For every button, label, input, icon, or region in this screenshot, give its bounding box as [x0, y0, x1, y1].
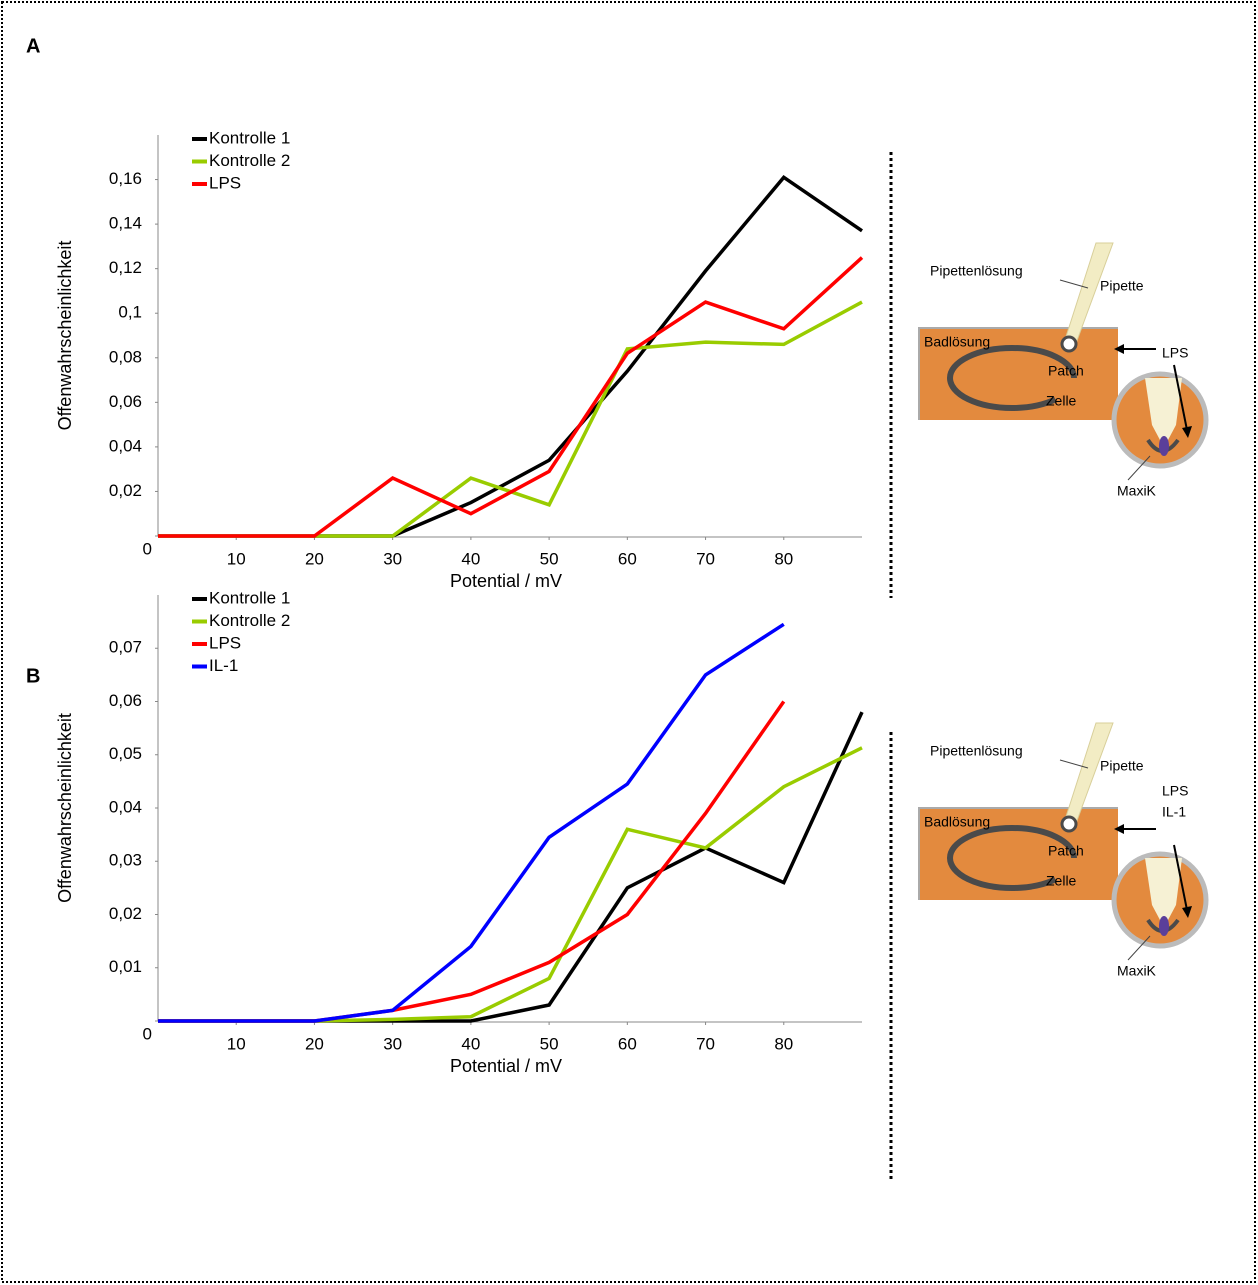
diagram-label: Badlösung — [924, 334, 990, 350]
stimulus-label: LPS — [1162, 345, 1188, 361]
series-line — [158, 300, 863, 538]
x-axis-title: Potential / mV — [450, 1056, 562, 1076]
y-tick-label: 0,06 — [109, 392, 142, 411]
diagram-label: Patch — [1048, 363, 1084, 379]
diagram-label: MaxiK — [1117, 963, 1157, 979]
diagram-label: Pipette — [1100, 758, 1144, 774]
x-tick-label: 70 — [696, 1034, 715, 1053]
leader — [1127, 455, 1151, 481]
x-tick-label: 60 — [618, 549, 637, 568]
x-tick-label: 30 — [383, 1034, 402, 1053]
cell — [947, 825, 1077, 891]
series-line — [158, 174, 863, 538]
series-line — [158, 622, 785, 1023]
arrow — [1173, 844, 1188, 911]
diagram-label: Pipettenlösung — [930, 743, 1023, 759]
y-tick-label: 0,05 — [109, 744, 142, 763]
y-tick-label: 0 — [143, 539, 152, 558]
leader — [1127, 935, 1151, 961]
legend-label: LPS — [209, 633, 241, 652]
stimulus-label: LPS — [1162, 783, 1188, 799]
diagram-label: Zelle — [1046, 393, 1077, 409]
leader — [1059, 759, 1089, 769]
panel-label: A — [26, 35, 40, 57]
y-tick-label: 0,04 — [109, 436, 142, 455]
y-tick-label: 0,01 — [109, 957, 142, 976]
x-tick-label: 50 — [540, 549, 559, 568]
legend-label: Kontrolle 1 — [209, 128, 290, 147]
legend-label: Kontrolle 2 — [209, 611, 290, 630]
x-tick-label: 40 — [461, 549, 480, 568]
arrow-head — [1182, 906, 1192, 918]
channel — [1159, 436, 1169, 456]
x-tick-label: 20 — [305, 549, 324, 568]
arrow-head — [1114, 824, 1124, 834]
y-tick-label: 0,12 — [109, 258, 142, 277]
x-axis-title: Potential / mV — [450, 571, 562, 591]
y-tick-label: 0,1 — [118, 303, 142, 322]
zoom-pipette — [1145, 378, 1182, 440]
y-tick-label: 0,03 — [109, 851, 142, 870]
diagram-label: MaxiK — [1117, 483, 1157, 499]
bath-wall — [918, 327, 1118, 420]
legend-label: IL-1 — [209, 656, 238, 675]
x-tick-label: 80 — [774, 1034, 793, 1053]
y-tick-label: 0,04 — [109, 797, 142, 816]
series-line — [158, 711, 864, 1023]
channel — [1159, 916, 1169, 936]
leader — [1059, 279, 1089, 289]
y-tick-label: 0,14 — [109, 214, 142, 233]
arrow — [1173, 364, 1188, 431]
panel-label: B — [26, 665, 40, 687]
x-tick-label: 40 — [461, 1034, 480, 1053]
y-tick-label: 0,02 — [109, 904, 142, 923]
patch-tip — [1060, 335, 1078, 353]
series-line — [158, 256, 864, 538]
y-axis-title: Offenwahrscheinlichkeit — [55, 713, 75, 903]
patch-tip — [1060, 815, 1078, 833]
y-tick-label: 0,02 — [109, 481, 142, 500]
x-tick-label: 10 — [227, 549, 246, 568]
series-line — [158, 700, 786, 1023]
zoom-pipette — [1145, 858, 1182, 920]
diagram-label: Badlösung — [924, 814, 990, 830]
y-axis-title: Offenwahrscheinlichkeit — [55, 241, 75, 431]
legend-label: Kontrolle 1 — [209, 588, 290, 607]
x-tick-label: 20 — [305, 1034, 324, 1053]
arrow-head — [1182, 426, 1192, 438]
y-tick-label: 0,07 — [109, 638, 142, 657]
cell — [947, 345, 1077, 411]
x-tick-label: 50 — [540, 1034, 559, 1053]
diagram-label: Patch — [1048, 843, 1084, 859]
y-tick-label: 0,16 — [109, 169, 142, 188]
legend-label: LPS — [209, 173, 241, 192]
y-tick-label: 0 — [143, 1024, 152, 1043]
stimulus-label: IL-1 — [1162, 804, 1186, 820]
x-tick-label: 10 — [227, 1034, 246, 1053]
bath-wall — [918, 807, 1118, 900]
diagram-label: Pipettenlösung — [930, 263, 1023, 279]
y-tick-label: 0,08 — [109, 347, 142, 366]
arrow-head — [1114, 344, 1124, 354]
x-tick-label: 30 — [383, 549, 402, 568]
diagram-label: Zelle — [1046, 873, 1077, 889]
diagram-label: Pipette — [1100, 278, 1144, 294]
legend-label: Kontrolle 2 — [209, 151, 290, 170]
y-tick-label: 0,06 — [109, 691, 142, 710]
x-tick-label: 70 — [696, 549, 715, 568]
x-tick-label: 80 — [774, 549, 793, 568]
x-tick-label: 60 — [618, 1034, 637, 1053]
